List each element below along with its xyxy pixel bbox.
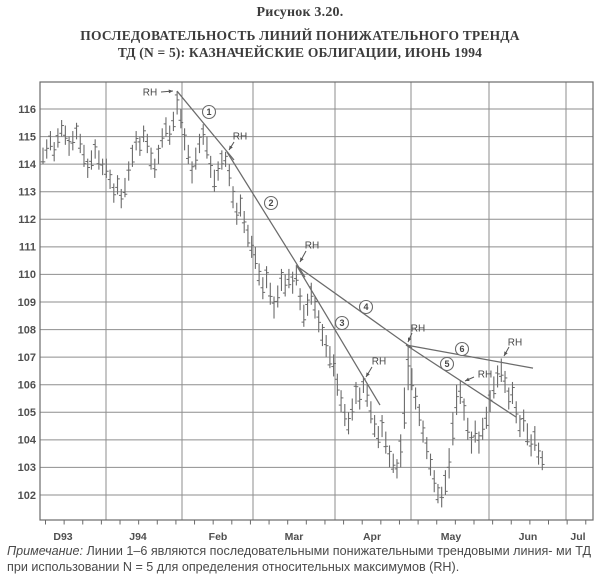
figure-note: Примечание: Линии 1–6 являются последова… — [7, 544, 595, 575]
relative-high-label: RH — [233, 132, 247, 143]
trendline-badge-5: 5 — [439, 356, 455, 372]
y-axis-label: 104 — [18, 435, 37, 447]
svg-text:4: 4 — [363, 302, 368, 312]
y-axis-label: 112 — [18, 214, 36, 226]
x-axis-month-label: D93 — [53, 531, 72, 543]
figure-title-line1: ПОСЛЕДОВАТЕЛЬНОСТЬ ЛИНИЙ ПОНИЖАТЕЛЬНОГО … — [80, 28, 520, 43]
y-axis-label: 103 — [18, 462, 36, 474]
y-axis-label: 106 — [18, 380, 36, 392]
note-text-line1: Линии 1–6 являются последовательными пон… — [83, 544, 553, 558]
y-axis-label: 115 — [18, 131, 36, 143]
relative-high-label: RH — [508, 338, 522, 349]
y-axis-label: 108 — [18, 324, 36, 336]
rh-arrow-icon — [407, 337, 412, 342]
trendline-badge-6: 6 — [454, 341, 470, 357]
trendline-badge-1: 1 — [201, 104, 217, 120]
figure-title: ПОСЛЕДОВАТЕЛЬНОСТЬ ЛИНИЙ ПОНИЖАТЕЛЬНОГО … — [0, 27, 600, 61]
note-lead: Примечание: — [7, 544, 84, 558]
svg-text:6: 6 — [459, 344, 464, 354]
x-axis-month-label: May — [441, 531, 462, 543]
trendline-badge-4: 4 — [358, 299, 374, 315]
y-axis-label: 105 — [18, 407, 36, 419]
svg-text:2: 2 — [268, 198, 273, 208]
rh-arrow-icon — [366, 372, 370, 377]
rh-arrow-icon — [229, 145, 233, 150]
svg-text:1: 1 — [206, 107, 211, 117]
relative-high-label: RH — [143, 88, 157, 99]
rh-arrow-icon — [168, 89, 173, 94]
x-axis-month-label: Jul — [570, 531, 585, 543]
y-axis-label: 114 — [18, 159, 37, 171]
y-axis-label: 102 — [18, 490, 36, 502]
relative-high-label: RH — [411, 324, 425, 335]
x-axis-month-label: Apr — [363, 531, 381, 543]
figure-caption: Рисунок 3.20. — [256, 5, 344, 20]
y-axis-label: 110 — [18, 269, 36, 281]
y-axis-label: 107 — [18, 352, 36, 364]
relative-high-label: RH — [478, 370, 492, 381]
trendline-badge-2: 2 — [263, 195, 279, 211]
relative-high-label: RH — [372, 357, 386, 368]
x-axis-month-label: J94 — [129, 531, 147, 543]
x-axis-month-label: Feb — [209, 531, 228, 543]
svg-text:3: 3 — [339, 318, 344, 328]
trendline-badge-3: 3 — [334, 315, 350, 331]
note-text-line2: ми ТД при использовании N = 5 для опреде… — [7, 544, 591, 574]
relative-high-label: RH — [305, 241, 319, 252]
rh-arrow-icon — [504, 351, 508, 356]
y-axis-label: 116 — [18, 104, 36, 116]
y-axis-label: 111 — [19, 242, 36, 254]
y-axis-label: 113 — [18, 187, 36, 199]
rh-arrow-icon — [465, 377, 470, 382]
rh-arrow-icon — [300, 257, 304, 262]
figure-title-line2: ТД (N = 5): КАЗНАЧЕЙСКИЕ ОБЛИГАЦИИ, ИЮНЬ… — [117, 45, 483, 60]
x-axis-month-label: Mar — [285, 531, 304, 543]
y-axis-label: 109 — [18, 297, 36, 309]
svg-text:5: 5 — [444, 359, 449, 369]
x-axis-month-label: Jun — [519, 531, 538, 543]
